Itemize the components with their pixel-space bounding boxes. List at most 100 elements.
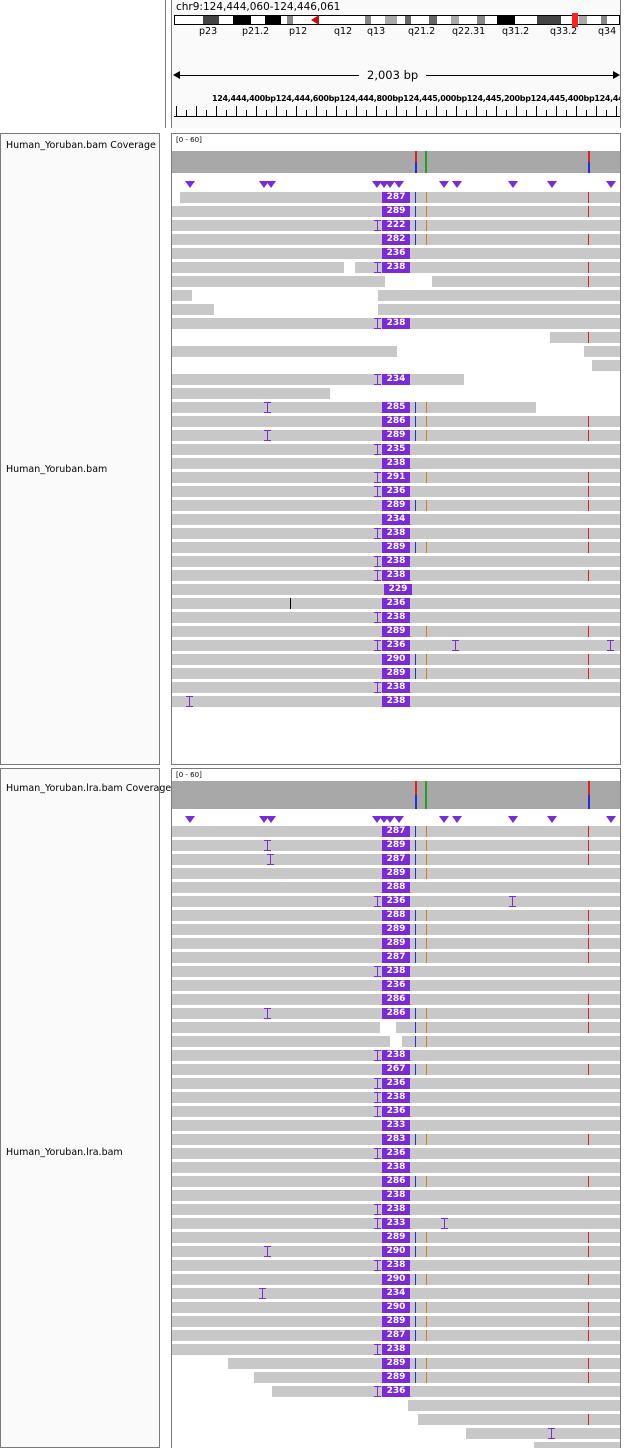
insertion-label[interactable]: 267: [382, 1064, 410, 1075]
read[interactable]: [272, 1386, 620, 1397]
insertion-small-icon[interactable]: [374, 682, 381, 693]
coverage-track-name[interactable]: Human_Yoruban.bam Coverage: [6, 140, 156, 151]
insertion-marker-icon[interactable]: [394, 816, 404, 823]
insertion-marker-icon[interactable]: [185, 181, 195, 188]
insertion-label[interactable]: 236: [382, 1386, 410, 1397]
insertion-marker-icon[interactable]: [508, 181, 518, 188]
insertion-small-icon[interactable]: [441, 1218, 448, 1229]
insertion-label[interactable]: 283: [382, 1134, 410, 1145]
insertion-small-icon[interactable]: [374, 1106, 381, 1117]
read[interactable]: [172, 290, 192, 301]
insertion-small-icon[interactable]: [374, 570, 381, 581]
insertion-label[interactable]: 238: [382, 1204, 410, 1215]
insertion-small-icon[interactable]: [374, 1386, 381, 1397]
insertion-label[interactable]: 236: [382, 486, 410, 497]
insertion-label[interactable]: 287: [382, 826, 410, 837]
insertion-small-icon[interactable]: [264, 1246, 271, 1257]
insertion-label[interactable]: 236: [382, 1148, 410, 1159]
insertion-marker-icon[interactable]: [606, 816, 616, 823]
insertion-small-icon[interactable]: [374, 640, 381, 651]
insertion-small-icon[interactable]: [374, 486, 381, 497]
insertion-label[interactable]: 289: [382, 668, 410, 679]
read[interactable]: [172, 346, 397, 357]
insertion-label[interactable]: 289: [382, 206, 410, 217]
insertion-label[interactable]: 289: [382, 868, 410, 879]
insertion-small-icon[interactable]: [374, 1078, 381, 1089]
insertion-small-icon[interactable]: [548, 1428, 555, 1439]
insertion-label[interactable]: 238: [382, 1162, 410, 1173]
insertion-label[interactable]: 238: [382, 1344, 410, 1355]
read[interactable]: [172, 304, 214, 315]
insertion-marker-icon[interactable]: [259, 816, 269, 823]
insertion-small-icon[interactable]: [374, 966, 381, 977]
insertion-marker-icon[interactable]: [452, 816, 462, 823]
insertion-label[interactable]: 236: [382, 248, 410, 259]
insertion-label[interactable]: 238: [382, 966, 410, 977]
insertion-label[interactable]: 229: [384, 584, 412, 595]
insertion-small-icon[interactable]: [374, 896, 381, 907]
insertion-label[interactable]: 238: [382, 1190, 410, 1201]
insertion-label[interactable]: 236: [382, 598, 410, 609]
insertion-small-icon[interactable]: [186, 696, 193, 707]
insertion-label[interactable]: 286: [382, 1176, 410, 1187]
read[interactable]: [172, 262, 344, 273]
insertion-label[interactable]: 290: [382, 1246, 410, 1257]
insertion-small-icon[interactable]: [374, 472, 381, 483]
insertion-small-icon[interactable]: [374, 1260, 381, 1271]
read[interactable]: [172, 402, 536, 413]
insertion-label[interactable]: 236: [382, 640, 410, 651]
insertion-label[interactable]: 286: [382, 1008, 410, 1019]
insertion-small-icon[interactable]: [267, 854, 274, 865]
insertion-marker-icon[interactable]: [266, 181, 276, 188]
data-panel-1[interactable]: [0 - 60] 287 289 222 282 236 238 238 234 285 286 2…: [171, 133, 621, 765]
insertion-label[interactable]: 238: [382, 1092, 410, 1103]
insertion-label[interactable]: 235: [382, 444, 410, 455]
track-name-panel-1[interactable]: Human_Yoruban.bam Coverage Human_Yoruban…: [0, 133, 160, 765]
insertion-label[interactable]: 222: [382, 220, 410, 231]
insertion-marker-icon[interactable]: [547, 181, 557, 188]
insertion-small-icon[interactable]: [374, 1344, 381, 1355]
insertion-label[interactable]: 288: [382, 910, 410, 921]
insertion-small-icon[interactable]: [374, 444, 381, 455]
insertion-label[interactable]: 236: [382, 1106, 410, 1117]
insertion-marker-icon[interactable]: [379, 816, 389, 823]
insertion-small-icon[interactable]: [264, 402, 271, 413]
insertion-label[interactable]: 289: [382, 924, 410, 935]
insertion-small-icon[interactable]: [374, 528, 381, 539]
insertion-label[interactable]: 287: [382, 192, 410, 203]
insertion-small-icon[interactable]: [374, 374, 381, 385]
insertion-label[interactable]: 289: [382, 542, 410, 553]
insertion-label[interactable]: 289: [382, 840, 410, 851]
read[interactable]: [432, 276, 620, 287]
insertion-label[interactable]: 290: [382, 654, 410, 665]
read[interactable]: [534, 1442, 620, 1448]
read[interactable]: [396, 1022, 620, 1033]
coverage-track-name[interactable]: Human_Yoruban.lra.bam Coverage: [6, 783, 172, 794]
read[interactable]: [228, 1358, 620, 1369]
coverage-track[interactable]: [172, 151, 620, 173]
insertion-label[interactable]: 290: [382, 1274, 410, 1285]
insertion-marker-icon[interactable]: [385, 181, 395, 188]
read[interactable]: [378, 290, 620, 301]
read[interactable]: [418, 1414, 620, 1425]
insertion-label[interactable]: 287: [382, 1330, 410, 1341]
insertion-label[interactable]: 286: [382, 416, 410, 427]
insertion-small-icon[interactable]: [607, 640, 614, 651]
insertion-marker-icon[interactable]: [372, 181, 382, 188]
insertion-label[interactable]: 287: [382, 952, 410, 963]
insertion-label[interactable]: 289: [382, 626, 410, 637]
insertion-label[interactable]: 238: [382, 696, 410, 707]
insertion-label[interactable]: 289: [382, 1232, 410, 1243]
insertion-label[interactable]: 289: [382, 938, 410, 949]
insertion-label[interactable]: 238: [382, 458, 410, 469]
insertion-small-icon[interactable]: [374, 1050, 381, 1061]
read[interactable]: [584, 346, 620, 357]
insertion-small-icon[interactable]: [374, 220, 381, 231]
insertion-label[interactable]: 236: [382, 896, 410, 907]
insertion-label[interactable]: 238: [382, 1050, 410, 1061]
insertion-small-icon[interactable]: [264, 840, 271, 851]
insertion-marker-icon[interactable]: [185, 816, 195, 823]
insertion-label[interactable]: 289: [382, 1358, 410, 1369]
insertion-label[interactable]: 289: [382, 1316, 410, 1327]
insertion-small-icon[interactable]: [374, 1148, 381, 1159]
